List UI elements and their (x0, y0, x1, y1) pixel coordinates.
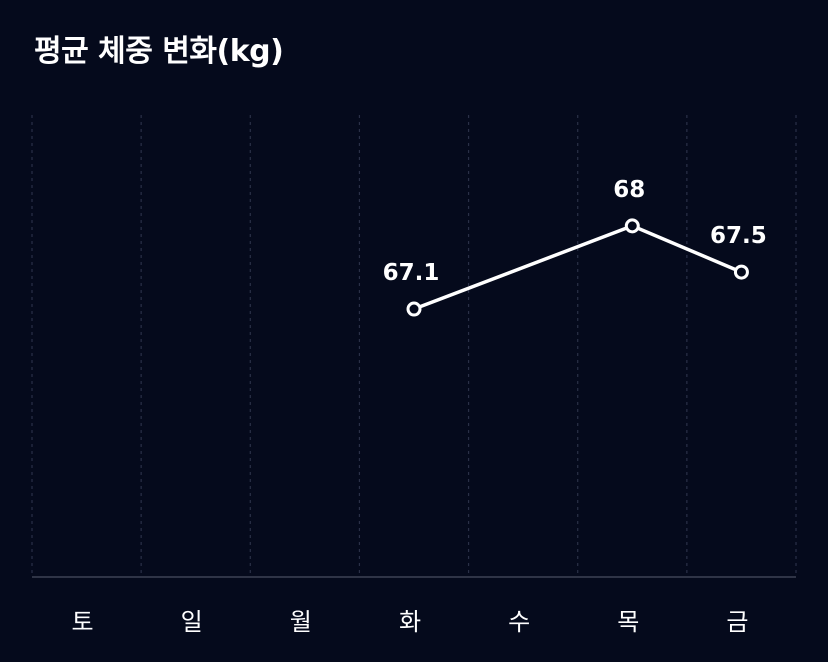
data-point-금[interactable] (733, 264, 749, 280)
x-tick-label-1: 일 (181, 608, 203, 636)
x-tick-label-0: 토 (72, 608, 94, 636)
x-tick-label-3: 화 (399, 608, 421, 636)
chart-title: 평균 체중 변화(kg) (34, 34, 284, 69)
x-tick-label-6: 금 (726, 608, 748, 636)
data-labels: 67.1 68 67.5 (383, 177, 767, 286)
data-label-목: 68 (613, 177, 645, 203)
grid-lines (31, 115, 797, 577)
data-points (406, 218, 749, 317)
data-label-금: 67.5 (710, 223, 767, 249)
data-label-화: 67.1 (383, 260, 440, 286)
series-line (412, 224, 744, 311)
data-point-화[interactable] (406, 301, 422, 317)
x-tick-label-5: 목 (617, 608, 639, 636)
data-point-목[interactable] (624, 218, 640, 234)
series-line-group (412, 224, 744, 311)
x-tick-label-2: 월 (290, 608, 312, 636)
x-tick-label-4: 수 (508, 608, 530, 636)
